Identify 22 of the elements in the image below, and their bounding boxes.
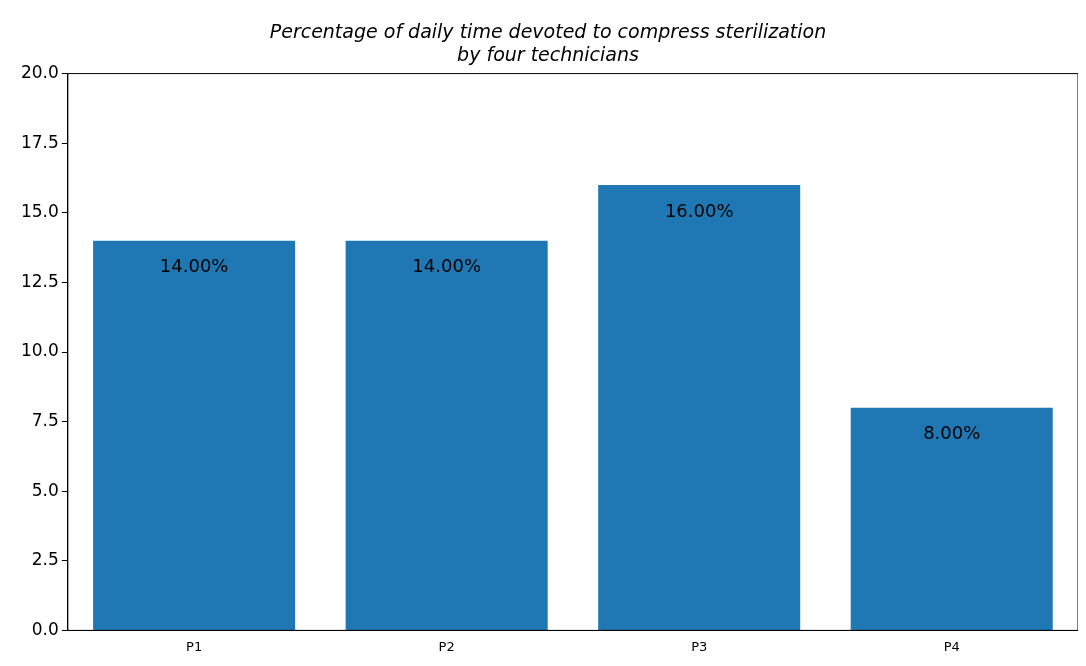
x-tick-label: P4 (943, 638, 960, 654)
bar (598, 184, 801, 630)
y-tick-label: 10.0 (20, 340, 59, 361)
x-tick-label: P3 (691, 638, 708, 654)
y-tick-label: 20.0 (20, 62, 59, 83)
data-label: 14.00% (159, 255, 229, 277)
y-tick-label: 5.0 (31, 479, 59, 500)
y-tick-label: 7.5 (31, 410, 59, 431)
data-label: 16.00% (664, 199, 734, 221)
data-label: 14.00% (412, 255, 481, 277)
data-label: 8.00% (923, 422, 981, 444)
bar (345, 240, 548, 630)
y-tick-label: 17.5 (20, 131, 59, 152)
bar (93, 240, 296, 630)
y-tick-label: 15.0 (20, 201, 59, 222)
y-tick-label: 0.0 (31, 618, 59, 639)
bar (850, 407, 1053, 630)
x-tick-label: P1 (186, 638, 203, 654)
chart-title: Percentage of daily time devoted to compress sterilization by four technicians (269, 20, 827, 66)
y-tick-label: 2.5 (31, 549, 59, 570)
x-tick-label: P2 (438, 638, 455, 654)
y-tick-label: 12.5 (20, 270, 59, 291)
